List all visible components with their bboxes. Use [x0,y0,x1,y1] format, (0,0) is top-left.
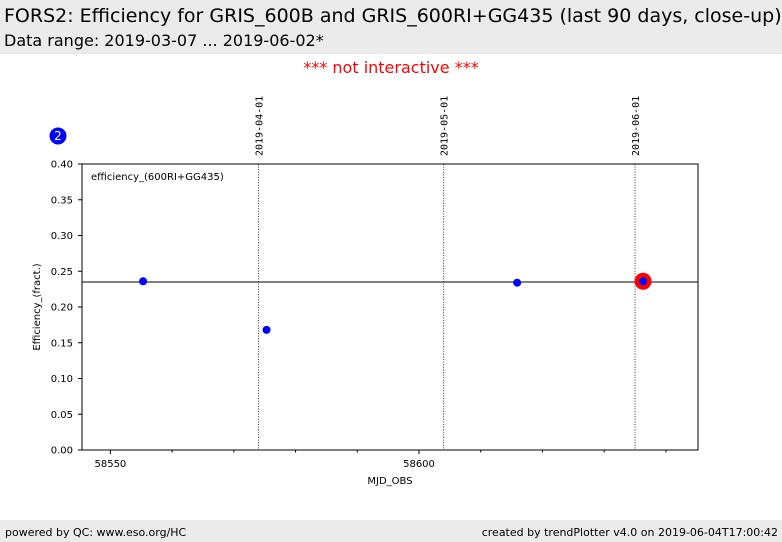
y-tick-label: 0.35 [51,195,73,206]
header-band: FORS2: Efficiency for GRIS_600B and GRIS… [0,0,782,54]
date-marker-label: 2019-06-01 [631,96,642,156]
y-tick-label: 0.30 [51,231,73,242]
y-tick-label: 0.20 [51,303,73,314]
legend-label: efficiency_(600RI+GG435) [91,172,224,183]
y-tick-label: 0.25 [51,267,73,278]
data-point [262,325,271,334]
page-title: FORS2: Efficiency for GRIS_600B and GRIS… [4,5,782,27]
data-point [513,278,522,287]
plot-frame [81,163,699,451]
footer-created-by: created by trendPlotter v4.0 on 2019-06-… [481,526,778,539]
y-tick-label: 0.15 [51,338,73,349]
not-interactive-notice: *** not interactive *** [303,58,479,77]
x-axis-label: MJD_OBS [367,476,412,487]
x-tick-label: 58600 [403,459,435,470]
date-marker-label: 2019-05-01 [440,96,451,156]
data-point [639,277,648,286]
y-tick-label: 0.40 [51,160,73,171]
data-point [139,277,148,286]
x-tick-label: 58550 [94,459,126,470]
y-tick-label: 0.05 [51,410,73,421]
plot-number-badge-label: 2 [54,129,62,143]
plot-number-badge [49,127,67,145]
y-tick-label: 0.10 [51,374,73,385]
footer-band: powered by QC: www.eso.org/HC created by… [0,520,782,542]
data-range-subtitle: Data range: 2019-03-07 ... 2019-06-02* [4,31,324,50]
y-tick-label: 0.00 [51,446,73,457]
footer-powered-by: powered by QC: www.eso.org/HC [5,526,187,539]
date-marker-label: 2019-04-01 [255,96,266,156]
y-axis-label: Efficiency_(fract.) [32,263,43,350]
